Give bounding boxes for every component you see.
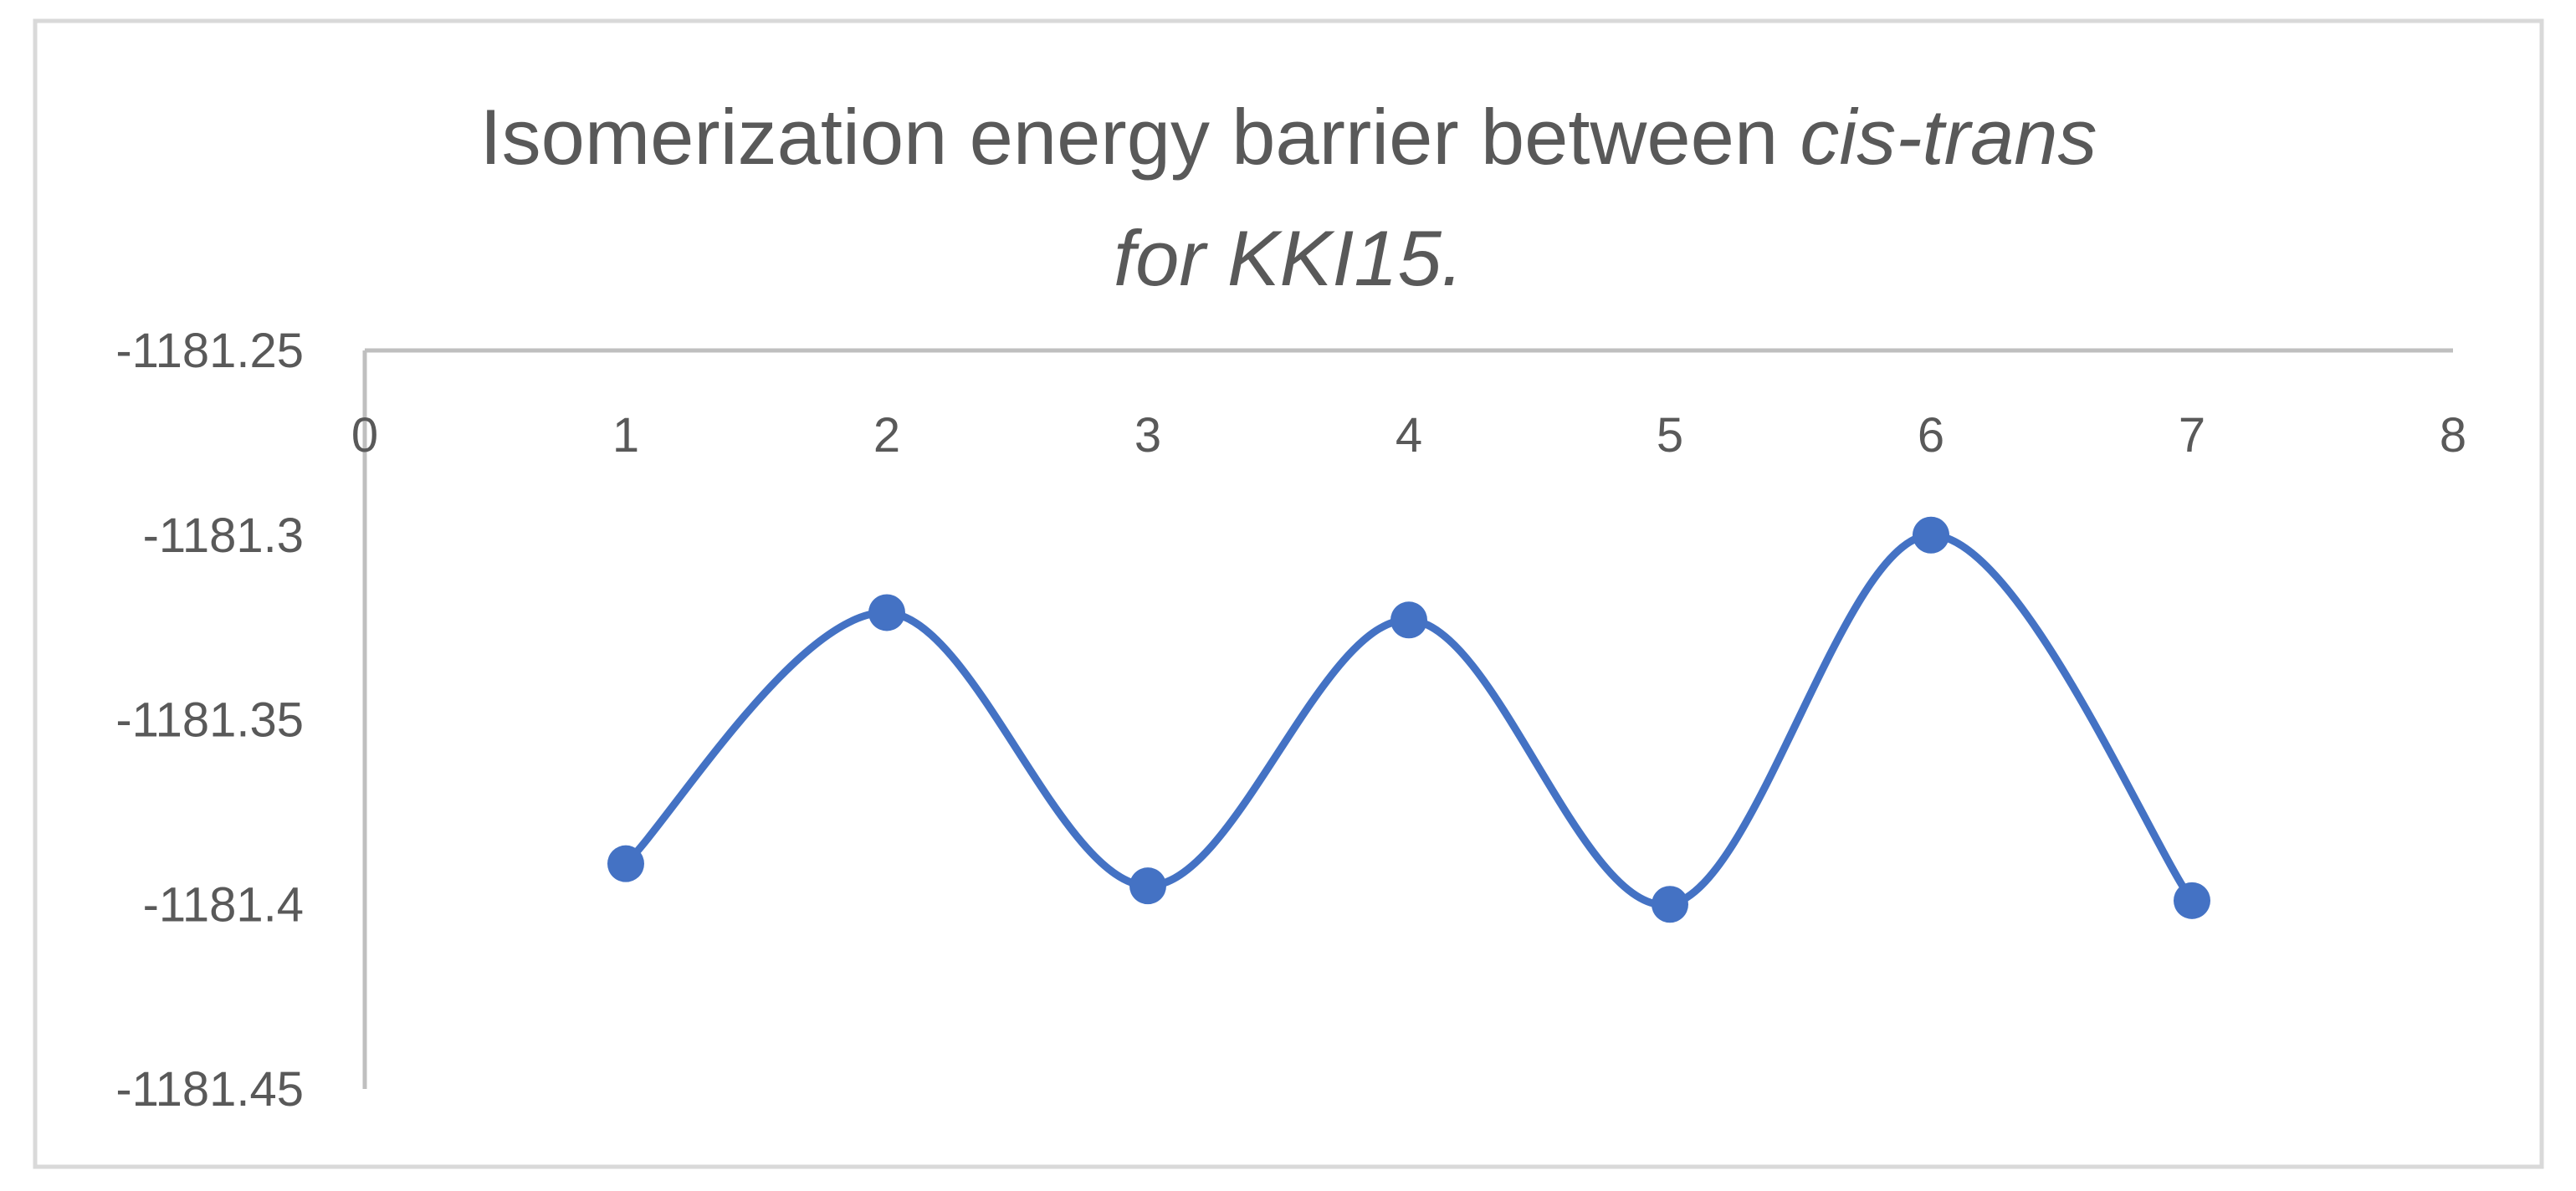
chart-title-line-1: Isomerization energy barrier between cis… xyxy=(479,93,2097,181)
data-point xyxy=(1390,601,1427,639)
x-tick-label: 6 xyxy=(1918,408,1944,463)
y-tick-label: -1181.4 xyxy=(143,877,304,932)
chart-title-prefix: Isomerization energy barrier between xyxy=(479,93,1800,181)
data-point xyxy=(2174,882,2210,919)
series-line-group xyxy=(622,531,2196,909)
data-point-markers xyxy=(607,516,2210,923)
data-point xyxy=(1129,867,1166,905)
data-point xyxy=(607,845,644,882)
y-tick-label: -1181.25 xyxy=(115,324,304,378)
chart-title-line-2: for KKI15. xyxy=(1114,214,1463,302)
x-tick-label: 7 xyxy=(2179,408,2205,463)
y-tick-label: -1181.3 xyxy=(143,509,304,563)
x-tick-label: 0 xyxy=(351,408,378,463)
x-tick-label: 1 xyxy=(612,408,639,463)
x-tick-label: 3 xyxy=(1134,408,1161,463)
x-tick-labels: 0 1 2 3 4 5 6 7 8 xyxy=(351,408,2466,463)
x-tick-label: 4 xyxy=(1396,408,1422,463)
chart-border xyxy=(33,18,2544,1169)
series-line xyxy=(622,531,2196,909)
data-point xyxy=(1652,886,1688,923)
y-tick-label: -1181.45 xyxy=(115,1062,304,1117)
y-tick-labels: -1181.25 -1181.3 -1181.35 -1181.4 -1181.45 xyxy=(115,324,304,1117)
x-tick-label: 8 xyxy=(2440,408,2466,463)
y-tick-label: -1181.35 xyxy=(115,693,304,748)
data-point xyxy=(868,594,905,631)
chart-title-italic: cis-trans xyxy=(1800,93,2097,181)
data-point xyxy=(1913,516,1949,554)
x-tick-label: 2 xyxy=(873,408,900,463)
x-tick-label: 5 xyxy=(1657,408,1683,463)
